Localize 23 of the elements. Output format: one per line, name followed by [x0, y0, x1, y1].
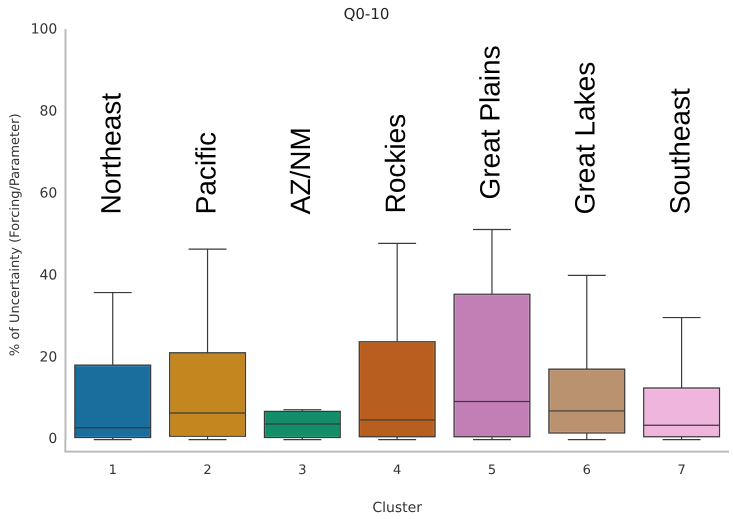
x-tick-label: 6 — [582, 462, 591, 478]
y-tick-label: 100 — [30, 22, 58, 38]
x-tick-label: 3 — [298, 462, 306, 478]
annotation: AZ/NM — [285, 127, 316, 214]
y-tick-label: 0 — [48, 431, 58, 448]
x-axis-title: Cluster — [372, 500, 422, 516]
y-tick-label: 60 — [39, 185, 58, 202]
x-tick-label: 4 — [393, 462, 402, 478]
y-axis-title: % of Uncertainty (Forcing/Parameter) — [8, 113, 24, 356]
y-tick-label: 20 — [39, 349, 58, 366]
annotation: Pacific — [190, 132, 222, 214]
chart-title: Q0-10 — [344, 4, 390, 23]
x-tick-label: 5 — [488, 462, 496, 478]
annotation: Great Plains — [474, 45, 506, 200]
annotation: Southeast — [664, 88, 696, 214]
y-tick-label: 80 — [39, 104, 58, 120]
annotation: Rockies — [380, 114, 411, 214]
x-tick-label: 2 — [203, 462, 212, 478]
x-tick-label: 7 — [677, 462, 686, 478]
annotation: Northeast — [95, 92, 126, 214]
x-tick-label: 1 — [108, 462, 117, 478]
y-tick-label: 40 — [39, 267, 58, 284]
annotation: Great Lakes — [570, 62, 600, 214]
